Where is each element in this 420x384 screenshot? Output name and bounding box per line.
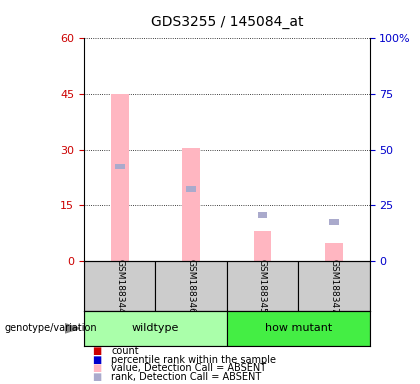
Bar	[182, 148, 200, 261]
Text: percentile rank within the sample: percentile rank within the sample	[111, 355, 276, 365]
Bar	[186, 186, 196, 192]
Bar	[257, 212, 268, 217]
Text: ■: ■	[92, 346, 102, 356]
Bar	[227, 261, 298, 311]
Bar	[111, 94, 129, 261]
Text: how mutant: how mutant	[265, 323, 332, 333]
Bar	[329, 219, 339, 225]
Text: GSM188346: GSM188346	[186, 259, 196, 313]
Text: value, Detection Call = ABSENT: value, Detection Call = ABSENT	[111, 363, 266, 373]
Polygon shape	[65, 324, 80, 333]
Text: wildtype: wildtype	[132, 323, 179, 333]
Bar	[155, 261, 227, 311]
Text: GSM188344: GSM188344	[115, 259, 124, 313]
Bar	[115, 164, 125, 169]
Bar	[227, 311, 370, 346]
Text: rank, Detection Call = ABSENT: rank, Detection Call = ABSENT	[111, 372, 262, 382]
Bar	[84, 261, 155, 311]
Text: GSM188347: GSM188347	[329, 259, 339, 313]
Text: ■: ■	[92, 363, 102, 373]
Bar	[84, 311, 227, 346]
Text: count: count	[111, 346, 139, 356]
Text: GSM188345: GSM188345	[258, 259, 267, 313]
Bar	[254, 232, 271, 261]
Text: genotype/variation: genotype/variation	[4, 323, 97, 333]
Text: ■: ■	[92, 372, 102, 382]
Text: GDS3255 / 145084_at: GDS3255 / 145084_at	[150, 15, 303, 29]
Text: ■: ■	[92, 355, 102, 365]
Bar	[298, 261, 370, 311]
Bar	[325, 243, 343, 261]
